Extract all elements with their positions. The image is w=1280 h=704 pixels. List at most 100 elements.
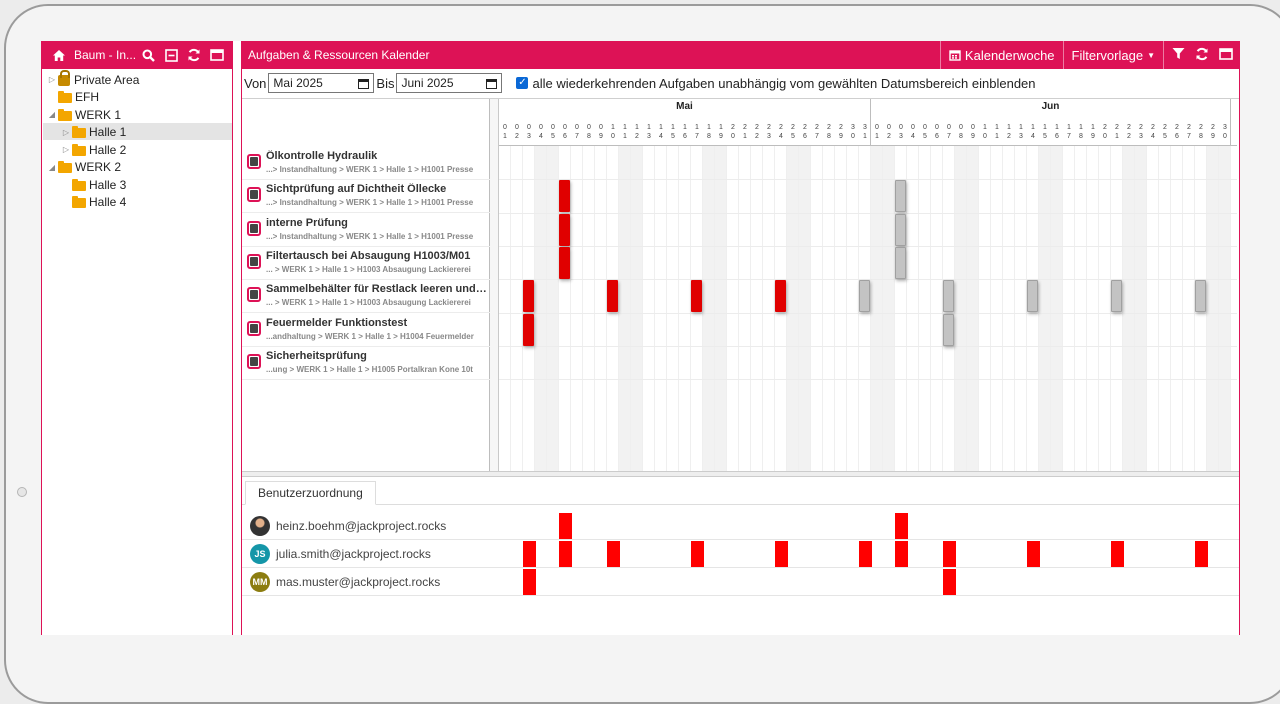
refresh-icon[interactable] xyxy=(185,46,203,64)
user-assignment-bar[interactable] xyxy=(943,541,956,567)
folder-icon xyxy=(58,108,72,121)
user-assignment-bar[interactable] xyxy=(523,569,536,595)
refresh-icon[interactable] xyxy=(1195,47,1209,64)
expand-toggle-icon[interactable]: ◢ xyxy=(48,110,56,119)
tree-item-private-area[interactable]: ▷ Private Area xyxy=(46,70,139,88)
calendar-week-button[interactable]: Kalenderwoche xyxy=(939,41,1063,69)
collapse-icon[interactable] xyxy=(162,46,180,64)
expand-toggle-icon[interactable]: ◢ xyxy=(48,162,56,172)
expand-toggle-icon[interactable]: ▷ xyxy=(48,75,56,84)
task-bar-due[interactable] xyxy=(607,280,618,313)
user-assignment-bar[interactable] xyxy=(1027,541,1040,567)
day-column xyxy=(955,146,967,474)
day-column xyxy=(559,146,571,474)
tree-item-werk-2[interactable]: ◢ WERK 2 xyxy=(46,159,121,176)
expand-toggle-icon[interactable]: ▷ xyxy=(62,145,70,154)
from-date-input[interactable]: Mai 2025 xyxy=(268,73,375,93)
user-assignment-bar[interactable] xyxy=(1111,541,1124,567)
tree-item-werk-1[interactable]: ◢ WERK 1 xyxy=(46,106,121,123)
search-icon[interactable] xyxy=(139,46,157,64)
task-bar-planned[interactable] xyxy=(895,246,906,279)
to-date-value: Juni 2025 xyxy=(401,76,454,90)
user-row[interactable]: heinz.boehm@jackproject.rocks xyxy=(242,512,1239,540)
user-assignment-bar[interactable] xyxy=(895,541,908,567)
row-divider xyxy=(499,345,1237,347)
task-row[interactable]: Feuermelder Funktionstest ...andhaltung >… xyxy=(242,313,490,347)
task-bar-planned[interactable] xyxy=(943,313,954,346)
month-header: Mai xyxy=(499,99,871,146)
task-bar-due[interactable] xyxy=(523,313,534,346)
day-column xyxy=(739,146,751,474)
avatar xyxy=(250,516,270,536)
user-row[interactable]: MM mas.muster@jackproject.rocks xyxy=(242,568,1239,596)
day-column xyxy=(1015,146,1027,474)
user-assignment-bar[interactable] xyxy=(559,541,572,567)
task-row[interactable]: Filtertausch bei Absaugung H1003/M01 ... … xyxy=(242,246,490,280)
day-column xyxy=(643,146,655,474)
task-bar-due[interactable] xyxy=(559,213,570,246)
user-assignment-bar[interactable] xyxy=(775,541,788,567)
pane-splitter[interactable] xyxy=(490,99,499,474)
day-column xyxy=(727,146,739,474)
task-bar-planned[interactable] xyxy=(1195,280,1206,313)
day-column xyxy=(811,146,823,474)
filter-icon[interactable] xyxy=(1172,47,1185,63)
task-bar-planned[interactable] xyxy=(859,280,870,313)
tab-user-assignment[interactable]: Benutzerzuordnung xyxy=(245,481,376,505)
filter-template-dropdown[interactable]: Filtervorlage ▼ xyxy=(1062,41,1163,69)
day-column xyxy=(1051,146,1063,474)
tree-item-halle-4[interactable]: Halle 4 xyxy=(60,194,126,211)
task-row[interactable]: Sichtprüfung auf Dichtheit Öllecke ...> I… xyxy=(242,179,490,214)
day-column xyxy=(835,146,847,474)
user-assignment-bar[interactable] xyxy=(559,513,572,539)
task-bar-due[interactable] xyxy=(523,280,534,313)
window-icon[interactable] xyxy=(1219,47,1233,63)
user-assignment-bar[interactable] xyxy=(1195,541,1208,567)
task-row[interactable]: Sammelbehälter für Restlack leeren und r… xyxy=(242,279,490,314)
tree-item-halle-1[interactable]: ▷ Halle 1 xyxy=(60,124,126,141)
day-column xyxy=(1135,146,1147,474)
user-assignment-bar[interactable] xyxy=(895,513,908,539)
task-bar-due[interactable] xyxy=(775,280,786,313)
task-path: ...ung > WERK 1 > Halle 1 > H1005 Portal… xyxy=(266,364,473,374)
task-bar-planned[interactable] xyxy=(1111,280,1122,313)
task-bar-planned[interactable] xyxy=(895,180,906,213)
horizontal-scrollbar[interactable] xyxy=(242,471,1239,477)
task-row[interactable]: Sicherheitsprüfung ...ung > WERK 1 > Hall… xyxy=(242,346,490,380)
user-assignment-bar[interactable] xyxy=(943,569,956,595)
tree-item-halle-2[interactable]: ▷ Halle 2 xyxy=(60,141,126,158)
user-assignment-bar[interactable] xyxy=(859,541,872,567)
task-bar-planned[interactable] xyxy=(895,213,906,246)
recurring-checkbox[interactable]: ✓ xyxy=(516,77,529,89)
task-bar-planned[interactable] xyxy=(1027,280,1038,313)
home-icon[interactable] xyxy=(50,46,68,64)
day-column xyxy=(583,146,595,474)
window-icon[interactable] xyxy=(208,46,226,64)
folder-icon xyxy=(72,143,86,156)
task-bar-planned[interactable] xyxy=(943,280,954,313)
user-assignment-bar[interactable] xyxy=(523,541,536,567)
task-row[interactable]: interne Prüfung ...> Instandhaltung > WER… xyxy=(242,213,490,247)
user-row[interactable]: JS julia.smith@jackproject.rocks xyxy=(242,540,1239,568)
task-title: Sicherheitsprüfung xyxy=(266,349,367,362)
tree-item-halle-3[interactable]: Halle 3 xyxy=(60,176,126,193)
task-bar-due[interactable] xyxy=(559,246,570,279)
task-bar-due[interactable] xyxy=(691,280,702,313)
user-assignment-bar[interactable] xyxy=(607,541,620,567)
from-label: Von xyxy=(244,75,267,91)
to-label: Bis xyxy=(376,75,395,91)
task-row[interactable]: Ölkontrolle Hydraulik ...> Instandhaltung… xyxy=(242,146,490,180)
day-column xyxy=(967,146,979,474)
task-bar-due[interactable] xyxy=(559,180,570,213)
day-column xyxy=(1159,146,1171,474)
user-assignment-bar[interactable] xyxy=(691,541,704,567)
to-date-input[interactable]: Juni 2025 xyxy=(396,73,503,93)
tree-item-efh[interactable]: EFH xyxy=(46,89,99,106)
expand-toggle-icon[interactable]: ▷ xyxy=(62,127,70,137)
